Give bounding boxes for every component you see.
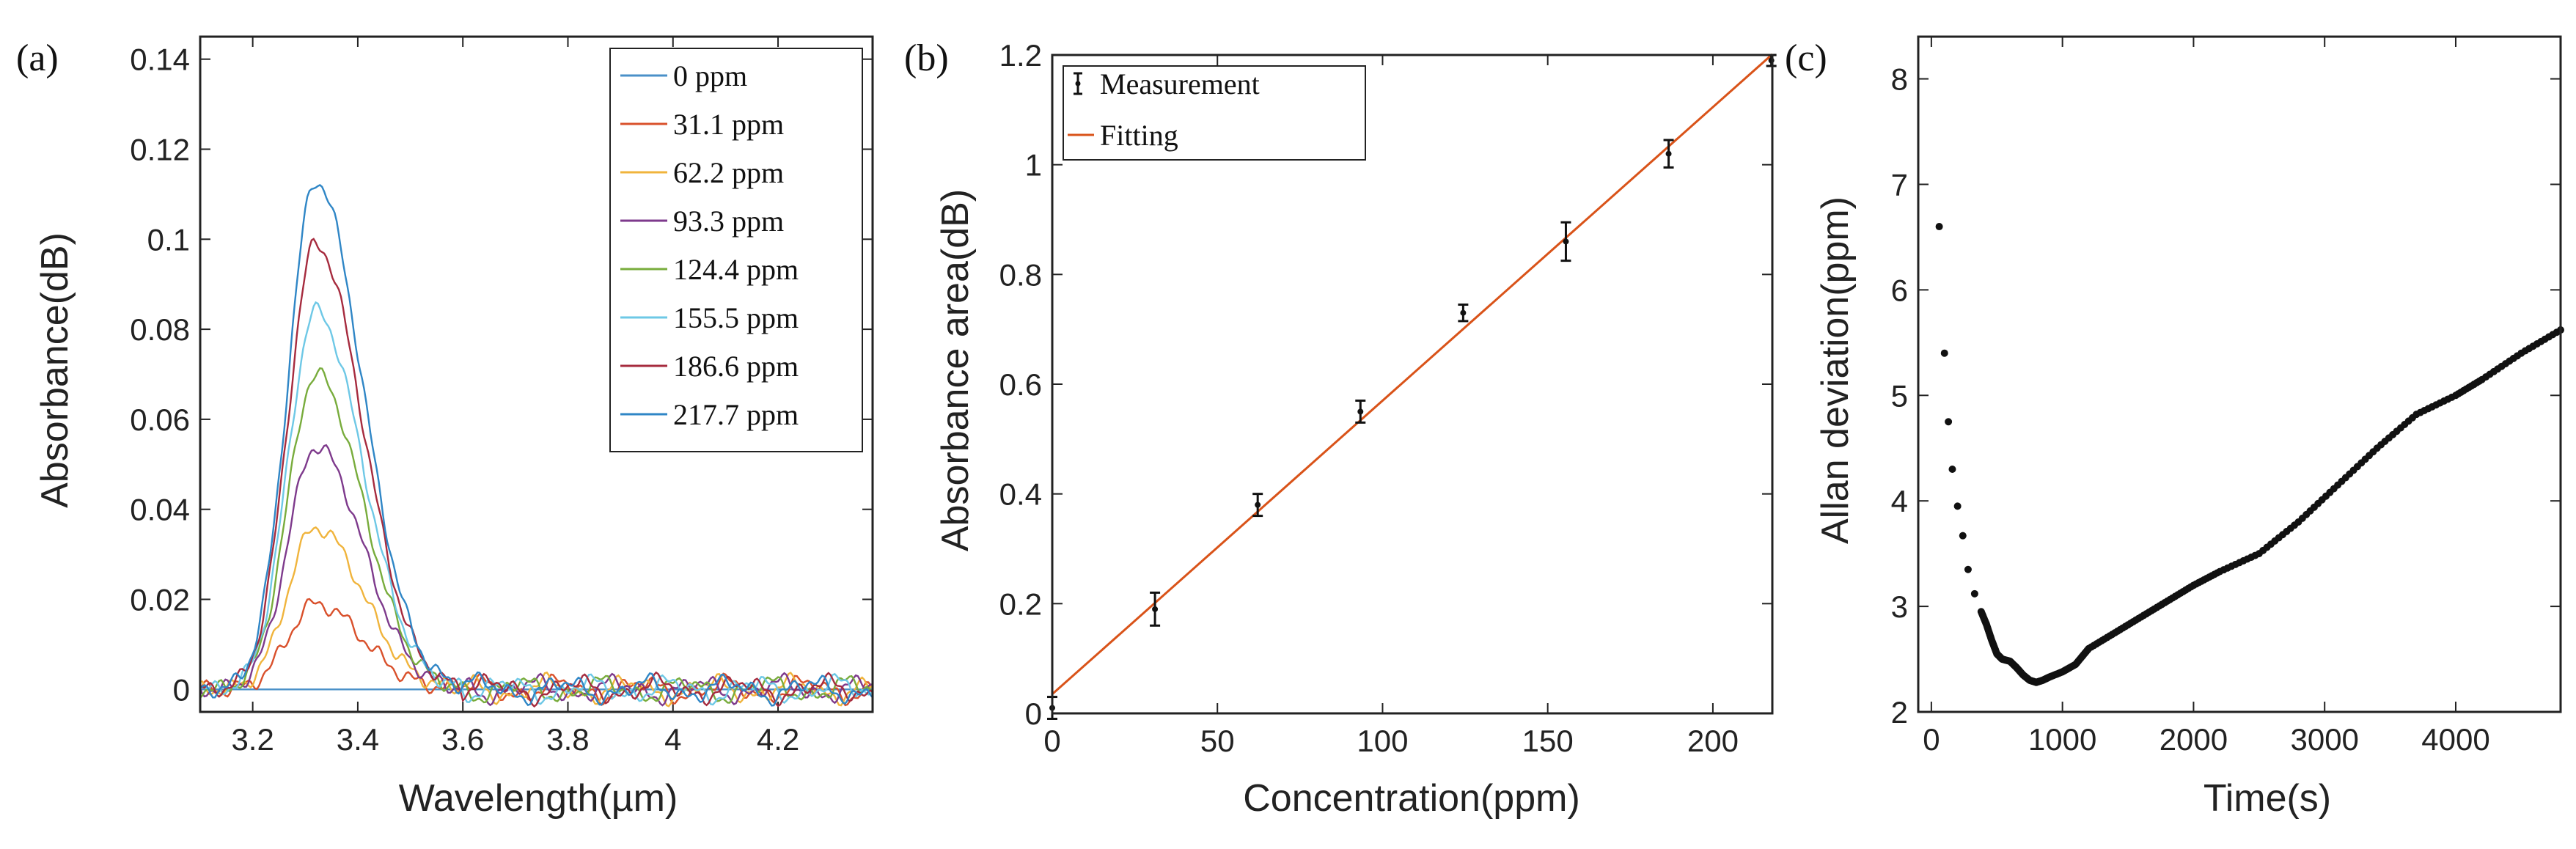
panel-c-xtick-label: 1000 (2028, 722, 2096, 757)
legend-entry: 31.1 ppm (673, 108, 784, 141)
panel-c-ytick-label: 3 (1891, 589, 1908, 624)
panel-a-absorbance-spectra: (a) Absorbance(dB) Wavelength(µm) 3.2 3.4… (16, 35, 874, 820)
panel-b-xlabel: Concentration(ppm) (1243, 777, 1580, 820)
panel-c-ytick-label: 5 (1891, 378, 1908, 413)
panel-b-xtick-label: 150 (1522, 724, 1574, 758)
legend-entry: Fitting (1100, 119, 1178, 152)
legend-entry: 0 ppm (673, 59, 747, 92)
panel-a-xtick-label: 4.2 (757, 722, 799, 757)
series-line-217-7-ppm (199, 183, 873, 707)
measurement-point (1355, 399, 1366, 424)
panel-a-xtick-label: 3.4 (337, 722, 379, 757)
legend-entry: 62.2 ppm (673, 156, 784, 189)
panel-a-xlabel: Wavelength(µm) (399, 777, 678, 820)
panel-a-legend: 0 ppm 31.1 ppm 62.2 ppm 93.3 ppm 124.4 ppm 15… (609, 48, 863, 452)
panel-b-label: (b) (904, 37, 949, 79)
panel-b-calibration: (b) Absorbance area(dB) Concentration(pp… (904, 37, 1777, 820)
panel-a-ytick-label: 0.06 (130, 403, 190, 437)
panel-c-xtick-label: 0 (1923, 722, 1940, 757)
panel-c-ytick-label: 6 (1891, 273, 1908, 307)
panel-a-xtick-label: 3.2 (231, 722, 274, 757)
panel-c-axes (1917, 35, 2562, 713)
panel-c-ytick-label: 2 (1891, 695, 1908, 729)
panel-b-axes (1051, 54, 1774, 715)
panel-a-ytick-label: 0 (173, 672, 190, 707)
panel-a-xtick-label: 4 (664, 722, 681, 757)
panel-c-label: (c) (1785, 37, 1827, 79)
panel-b-ytick-label: 1 (1025, 148, 1042, 183)
panel-a-ylabel: Absorbance(dB) (34, 232, 76, 508)
legend-entry: 217.7 ppm (673, 398, 799, 431)
panel-a-xtick-label: 3.8 (546, 722, 589, 757)
legend-entry: 186.6 ppm (673, 350, 799, 383)
series-line-155-5-ppm (199, 301, 873, 706)
panel-a-axes (199, 35, 874, 713)
legend-entry: 124.4 ppm (673, 253, 799, 286)
series-line-124-4-ppm (199, 367, 873, 704)
panel-b-xtick-label: 100 (1357, 724, 1408, 758)
panel-c-ytick-label: 4 (1891, 484, 1908, 518)
measurement-point (1458, 303, 1469, 323)
legend-entry: 93.3 ppm (673, 205, 784, 238)
panel-b-xtick-label: 50 (1200, 724, 1235, 758)
allan-point (1940, 349, 1948, 357)
panel-b-ytick-label: 0.2 (999, 587, 1042, 621)
series-line-186-6-ppm (199, 238, 873, 708)
panel-c-xtick-label: 2000 (2159, 722, 2228, 757)
measurement-point (1560, 221, 1571, 262)
panel-b-xtick-label: 200 (1687, 724, 1739, 758)
allan-point (1935, 223, 1943, 231)
panel-c-ytick-label: 8 (1891, 62, 1908, 97)
series-line-93-3-ppm (199, 444, 873, 707)
allan-point (1945, 418, 1953, 426)
panel-b-ylabel: Absorbance area(dB) (934, 189, 977, 551)
panel-b-ytick-label: 1.2 (999, 38, 1042, 73)
measurement-point (1663, 139, 1674, 169)
panel-a-ytick-label: 0.02 (130, 583, 190, 617)
panel-c-allan-deviation: (c) Allan deviation(ppm) Time(s) 0 1000 20… (1785, 35, 2564, 820)
allan-point (1970, 589, 1978, 598)
allan-point (1959, 532, 1967, 540)
measurement-point (1252, 493, 1263, 518)
panel-b-legend-box (1063, 65, 1366, 161)
allan-point (1953, 502, 1962, 510)
panel-a-ytick-label: 0.14 (130, 43, 190, 77)
panel-a-ytick-label: 0.1 (147, 222, 190, 257)
panel-b-ytick-label: 0.8 (999, 257, 1042, 292)
panel-c-xtick-label: 3000 (2290, 722, 2358, 757)
panel-a-ytick-label: 0.04 (130, 493, 190, 527)
panel-b-xtick-label: 0 (1043, 724, 1060, 758)
panel-c-ytick-label: 7 (1891, 167, 1908, 202)
panel-a-ytick-label: 0.12 (130, 133, 190, 167)
allan-point (1964, 565, 1972, 573)
panel-b-ytick-label: 0 (1025, 697, 1042, 731)
panel-a-legend-box (609, 48, 863, 452)
panel-c-xlabel: Time(s) (2203, 777, 2331, 820)
panel-c-ylabel: Allan deviation(ppm) (1814, 196, 1857, 544)
panel-a-xtick-label: 3.6 (441, 722, 484, 757)
panel-b-legend: Measurement Fitting (1063, 65, 1366, 161)
legend-entry: 155.5 ppm (673, 301, 799, 334)
panel-b-ytick-label: 0.6 (999, 367, 1042, 402)
legend-measurement-marker (1074, 72, 1082, 95)
legend-entry: Measurement (1100, 67, 1260, 100)
allan-point (1948, 466, 1956, 474)
panel-a-label: (a) (16, 37, 59, 79)
panel-c-xtick-label: 4000 (2421, 722, 2489, 757)
panel-b-ytick-label: 0.4 (999, 477, 1042, 512)
fitting-line (1052, 53, 1773, 695)
panel-a-ytick-label: 0.08 (130, 312, 190, 347)
measurement-point (1150, 591, 1161, 627)
